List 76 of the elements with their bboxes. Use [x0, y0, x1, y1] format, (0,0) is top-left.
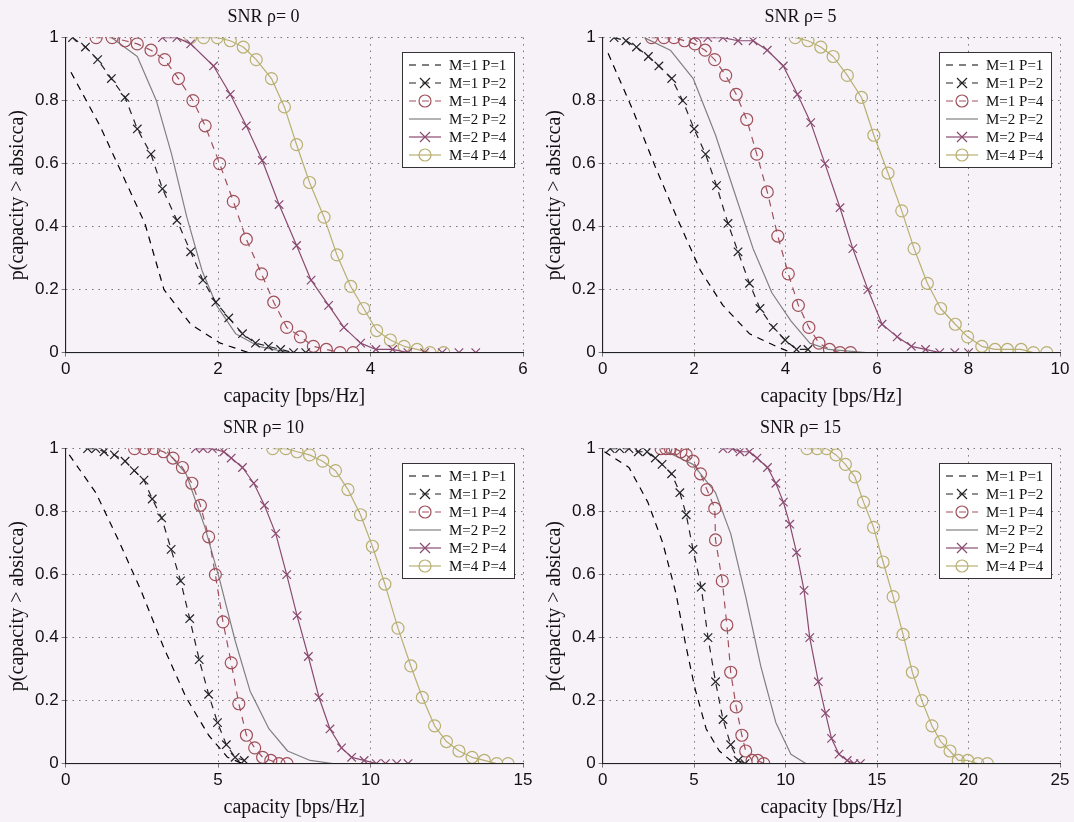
y-tick-label: 0.4: [34, 216, 59, 236]
y-tick-label: 0.6: [571, 153, 596, 173]
x-tick-label: 15: [513, 770, 533, 790]
y-tick-label: 0.2: [571, 690, 596, 710]
y-tick-label: 0.4: [34, 627, 59, 647]
y-tick-label: 0: [586, 342, 596, 362]
y-tick-label: 0: [49, 753, 59, 773]
y-axis-title: p(capacity > absicca): [5, 110, 29, 281]
x-axis-title: capacity [bps/Hz]: [760, 795, 903, 819]
x-axis-title: capacity [bps/Hz]: [760, 384, 903, 408]
x-tick-label: 8: [963, 359, 974, 379]
x-axis-title: capacity [bps/Hz]: [223, 384, 366, 408]
legend-label: M=1 P=1: [986, 55, 1044, 74]
legend-label: M=2 P=4: [986, 127, 1044, 146]
y-tick-label: 0.8: [571, 501, 596, 521]
x-tick-label: 5: [689, 770, 699, 790]
legend-label: M=1 P=1: [449, 55, 507, 74]
y-axis-title: p(capacity > absicca): [542, 110, 566, 281]
y-tick-label: 0: [586, 753, 596, 773]
chart-title: SNR ρ= 10: [222, 416, 305, 437]
y-tick-label: 0.4: [571, 216, 596, 236]
legend-label: M=1 P=1: [986, 466, 1044, 485]
y-tick-label: 0.2: [34, 279, 59, 299]
y-tick-label: 1: [586, 438, 596, 458]
y-tick-label: 0.2: [34, 690, 59, 710]
legend-label: M=1 P=4: [449, 91, 507, 110]
x-tick-label: 2: [213, 359, 223, 379]
x-tick-label: 2: [689, 359, 699, 379]
legend-label: M=4 P=4: [449, 145, 507, 164]
x-tick-label: 5: [213, 770, 223, 790]
y-tick-label: 1: [49, 438, 59, 458]
x-tick-label: 6: [872, 359, 882, 379]
legend-label: M=1 P=4: [449, 502, 507, 521]
x-tick-label: 25: [1050, 770, 1070, 790]
legend-label: M=2 P=4: [449, 127, 507, 146]
y-axis-title: p(capacity > absicca): [5, 521, 29, 692]
legend-label: M=1 P=2: [449, 73, 507, 92]
y-tick-label: 0.6: [34, 153, 59, 173]
y-tick-label: 1: [49, 27, 59, 47]
y-axis-title: p(capacity > absicca): [542, 521, 566, 692]
legend-label: M=1 P=1: [449, 466, 507, 485]
legend-label: M=2 P=2: [986, 109, 1044, 128]
y-tick-label: 0.8: [34, 90, 59, 110]
x-tick-label: 15: [867, 770, 887, 790]
x-tick-label: 10: [776, 770, 796, 790]
legend-label: M=1 P=4: [986, 91, 1044, 110]
x-tick-label: 10: [1050, 359, 1070, 379]
legend-label: M=2 P=4: [986, 538, 1044, 557]
legend-label: M=4 P=4: [986, 145, 1044, 164]
x-tick-label: 20: [959, 770, 978, 790]
x-tick-label: 6: [518, 359, 528, 379]
chart-title: SNR ρ= 0: [227, 5, 300, 26]
legend-label: M=2 P=4: [449, 538, 507, 557]
y-tick-label: 0.4: [571, 627, 596, 647]
chart-title: SNR ρ= 15: [759, 416, 842, 437]
legend-label: M=1 P=4: [986, 502, 1044, 521]
y-tick-label: 0.6: [571, 564, 596, 584]
legend-label: M=1 P=2: [986, 484, 1044, 503]
y-tick-label: 0.8: [34, 501, 59, 521]
x-axis-title: capacity [bps/Hz]: [223, 795, 366, 819]
legend-label: M=4 P=4: [449, 556, 507, 575]
y-tick-label: 0.8: [571, 90, 596, 110]
legend-label: M=1 P=2: [449, 484, 507, 503]
y-tick-label: 0.6: [34, 564, 59, 584]
y-tick-label: 1: [586, 27, 596, 47]
x-tick-label: 4: [365, 359, 376, 379]
x-tick-label: 10: [361, 770, 381, 790]
legend-label: M=1 P=2: [986, 73, 1044, 92]
legend-label: M=2 P=2: [986, 520, 1044, 539]
chart-title: SNR ρ= 5: [764, 5, 837, 26]
legend-label: M=2 P=2: [449, 109, 507, 128]
x-tick-label: 4: [780, 359, 791, 379]
y-tick-label: 0: [49, 342, 59, 362]
legend-label: M=4 P=4: [986, 556, 1044, 575]
legend-label: M=2 P=2: [449, 520, 507, 539]
y-tick-label: 0.2: [571, 279, 596, 299]
